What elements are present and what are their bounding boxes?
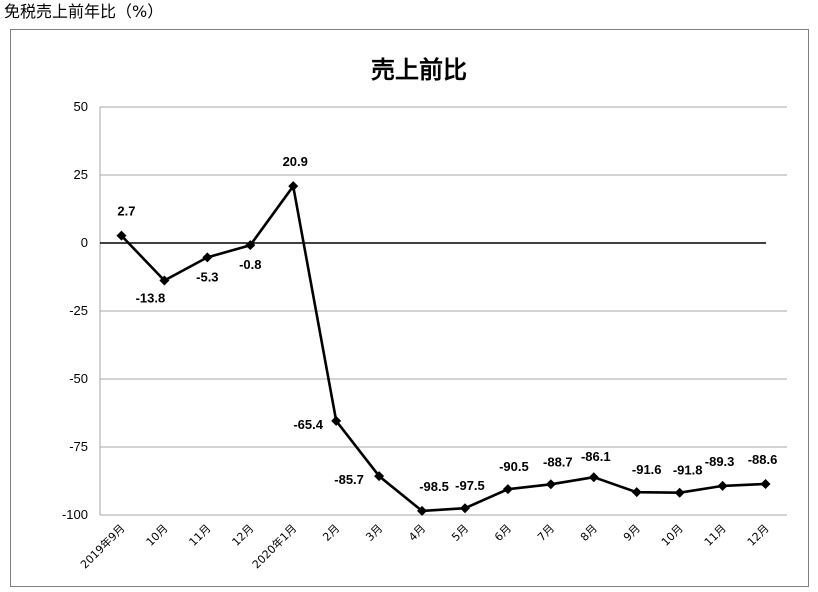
data-point bbox=[417, 505, 428, 516]
data-label: -0.8 bbox=[239, 257, 261, 272]
chart-frame bbox=[10, 29, 809, 587]
x-tick-label: 11月 bbox=[187, 522, 214, 549]
data-point bbox=[502, 484, 513, 495]
data-point bbox=[202, 252, 213, 263]
data-point bbox=[674, 487, 685, 498]
x-tick-label: 8月 bbox=[578, 522, 600, 544]
data-label: -98.5 bbox=[419, 479, 449, 494]
data-label: -91.8 bbox=[673, 463, 703, 478]
data-label: -88.6 bbox=[748, 452, 778, 467]
x-tick-label: 4月 bbox=[406, 522, 428, 544]
y-tick-label: 0 bbox=[81, 235, 88, 250]
data-labels: 2.7 -13.8 -5.3 -0.8 20.9 -65.4 -85.7 -98.5 -97.5… bbox=[117, 154, 777, 494]
x-tick-label: 7月 bbox=[535, 522, 557, 544]
data-point bbox=[545, 479, 556, 490]
y-axis-ticks: 50 25 0 -25 -50 -75 -100 bbox=[62, 99, 88, 522]
data-point bbox=[116, 230, 127, 241]
y-tick-label: 50 bbox=[74, 99, 88, 114]
y-tick-label: -75 bbox=[69, 439, 88, 454]
x-tick-label: 10月 bbox=[144, 522, 171, 549]
x-tick-label: 2020年1月 bbox=[249, 521, 299, 571]
y-tick-label: -25 bbox=[69, 303, 88, 318]
data-label: 20.9 bbox=[283, 154, 308, 169]
data-point bbox=[331, 415, 342, 426]
x-tick-label: 5月 bbox=[449, 522, 471, 544]
series-line bbox=[120, 184, 766, 513]
chart-title: 売上前比 bbox=[371, 56, 467, 84]
x-tick-label: 11月 bbox=[702, 522, 729, 549]
data-label: -97.5 bbox=[455, 478, 485, 493]
data-point bbox=[717, 480, 728, 491]
data-point bbox=[374, 471, 385, 482]
y-tick-label: 25 bbox=[74, 167, 88, 182]
chart-caption: 免税売上前年比（%） bbox=[4, 2, 164, 21]
x-tick-label: 6月 bbox=[492, 522, 514, 544]
x-tick-label: 2019年9月 bbox=[77, 521, 127, 571]
x-tick-label: 9月 bbox=[621, 522, 643, 544]
data-label: 2.7 bbox=[117, 204, 135, 219]
data-label: -13.8 bbox=[136, 291, 166, 306]
gridlines bbox=[99, 106, 787, 516]
x-tick-label: 3月 bbox=[363, 522, 385, 544]
data-point bbox=[588, 472, 599, 483]
series-group bbox=[116, 181, 771, 516]
data-label: -5.3 bbox=[196, 269, 218, 284]
data-point bbox=[245, 240, 256, 251]
data-label: -85.7 bbox=[334, 472, 364, 487]
x-tick-label: 2月 bbox=[320, 522, 342, 544]
data-point bbox=[760, 478, 771, 489]
data-label: -65.4 bbox=[293, 417, 323, 432]
data-point bbox=[288, 181, 299, 192]
data-label: -91.6 bbox=[632, 462, 662, 477]
data-point bbox=[631, 487, 642, 498]
x-tick-label: 10月 bbox=[659, 522, 686, 549]
data-point bbox=[459, 503, 470, 514]
data-label: -89.3 bbox=[705, 454, 735, 469]
x-tick-label: 12月 bbox=[745, 522, 772, 549]
x-tick-label: 12月 bbox=[230, 522, 257, 549]
data-label: -88.7 bbox=[543, 454, 573, 469]
data-label: -86.1 bbox=[581, 449, 611, 464]
data-label: -90.5 bbox=[499, 459, 529, 474]
y-tick-label: -50 bbox=[69, 371, 88, 386]
y-tick-label: -100 bbox=[62, 507, 88, 522]
data-point bbox=[159, 275, 170, 286]
